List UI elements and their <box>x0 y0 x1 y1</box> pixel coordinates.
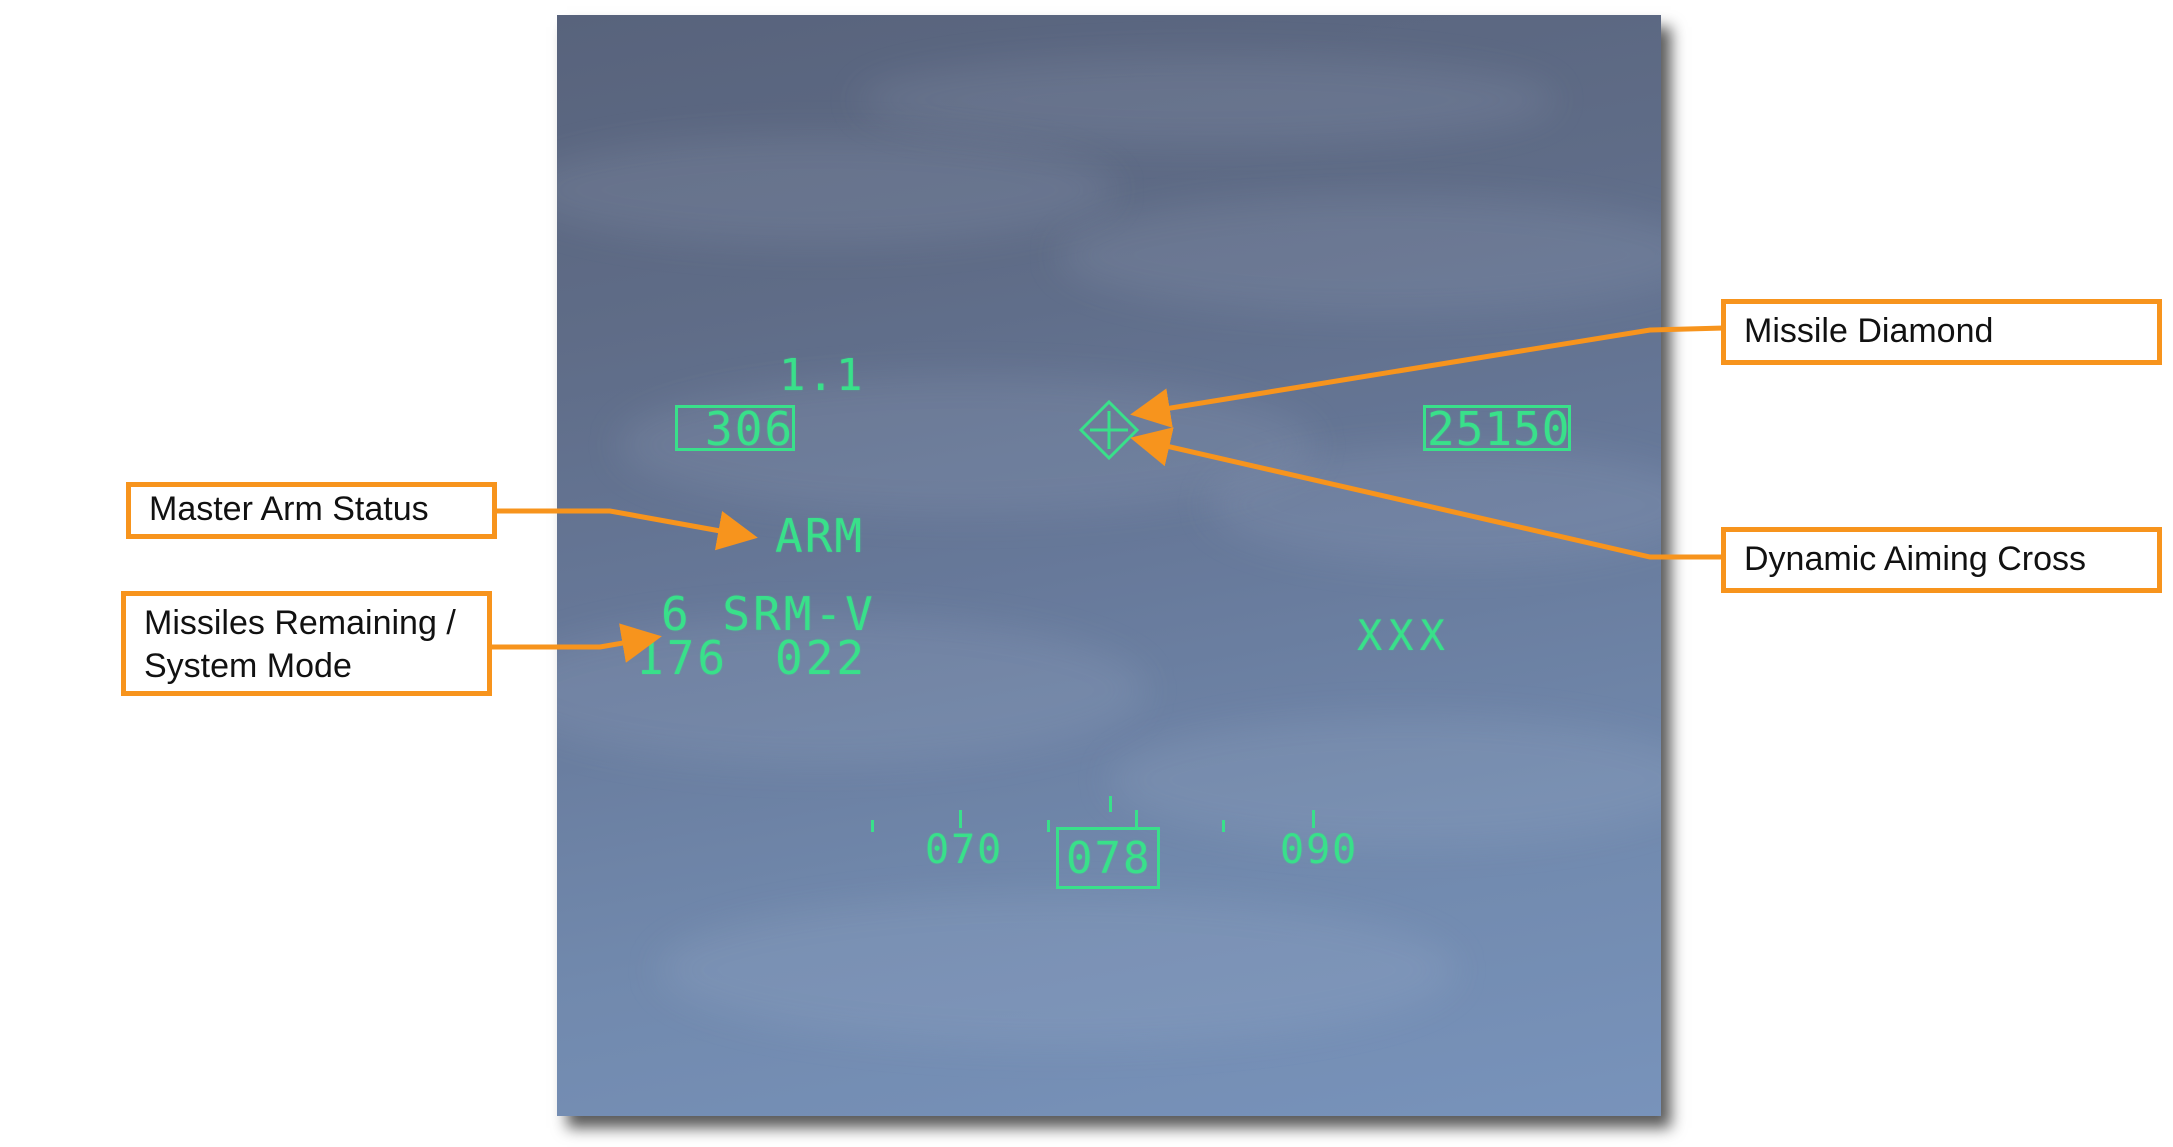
cloud <box>857 55 1557 145</box>
heading-caret <box>1109 796 1112 812</box>
callout-master-arm-status: Master Arm Status <box>126 482 497 539</box>
altitude-readout: 25150 <box>1427 402 1571 456</box>
callout-label: Master Arm Status <box>149 490 429 528</box>
heading-current-label: 078 <box>1066 833 1152 884</box>
callout-label-line2: System Mode <box>144 647 352 685</box>
heading-tick <box>1222 820 1225 832</box>
callout-dynamic-aiming-cross: Dynamic Aiming Cross <box>1721 527 2162 593</box>
cloud <box>657 895 1457 1045</box>
crosshair-icon <box>1090 411 1128 449</box>
cloud <box>617 375 1317 515</box>
altitude-box <box>1423 405 1571 451</box>
callout-label: Dynamic Aiming Cross <box>1744 540 2086 578</box>
heading-tick <box>871 820 874 832</box>
cloud <box>1107 715 1661 845</box>
aiming-cross-arrow <box>1130 427 1724 560</box>
cloud <box>1057 195 1661 315</box>
range-right-readout: 022 <box>775 631 868 685</box>
heading-tick <box>1135 810 1138 828</box>
target-marker: XXX <box>1357 611 1451 660</box>
missiles-remaining-arrow <box>492 623 662 663</box>
heading-tick <box>959 810 962 828</box>
airspeed-readout: 306 <box>705 402 795 456</box>
callout-missile-diamond: Missile Diamond <box>1721 299 2162 365</box>
missile-status-readout: 6 SRM-V <box>661 587 876 641</box>
cloud <box>557 135 1117 245</box>
callout-label-line1: Missiles Remaining / <box>144 604 456 642</box>
heading-current-box <box>1056 827 1160 889</box>
heading-left-label: 070 <box>925 827 1004 873</box>
airspeed-box <box>675 405 795 451</box>
hud-view: 1.1 306 25150 ARM 6 SRM-V 176 022 XXX 07… <box>557 15 1661 1116</box>
callout-label: Missile Diamond <box>1744 312 1994 350</box>
missile-diamond-arrow <box>1130 325 1725 428</box>
master-arm-readout: ARM <box>775 509 865 563</box>
master-arm-arrow <box>497 508 758 551</box>
heading-right-label: 090 <box>1280 827 1359 873</box>
callout-missiles-remaining: Missiles Remaining / System Mode <box>121 591 492 696</box>
heading-tick <box>1312 810 1315 828</box>
diamond-icon <box>1078 399 1140 461</box>
heading-tick <box>1047 820 1050 832</box>
mach-readout: 1.1 <box>779 350 865 401</box>
